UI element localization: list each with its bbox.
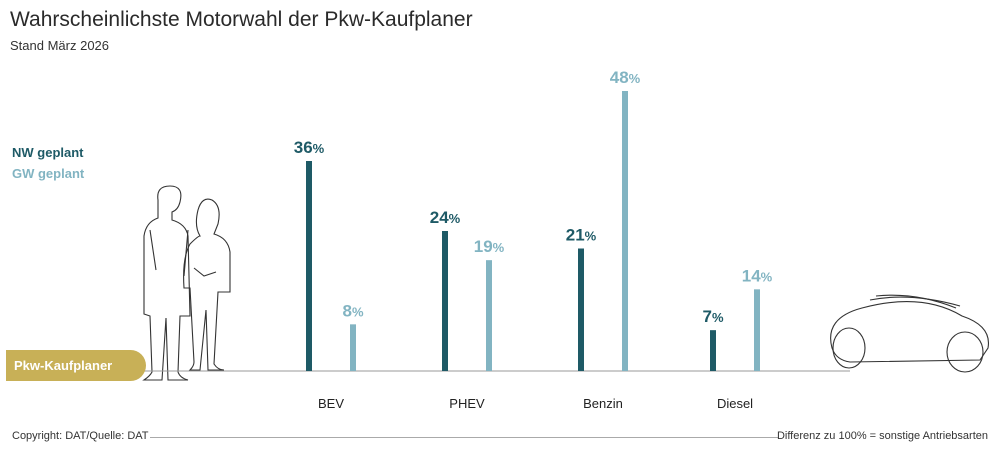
bar-benzin-gw [622, 91, 628, 371]
bar-diesel-nw [710, 330, 716, 371]
copyright-text: Copyright: DAT/Quelle: DAT [12, 430, 149, 442]
bar-bev-gw [350, 324, 356, 371]
data-label-bev-gw: 8% [342, 301, 363, 320]
bar-bev-nw [306, 161, 312, 371]
data-label-diesel-nw: 7% [702, 307, 723, 326]
car-outline-icon [830, 294, 990, 373]
footnote-text: Differenz zu 100% = sonstige Antriebsart… [776, 430, 988, 442]
legend-item-gw: GW geplant [12, 166, 85, 181]
data-label-diesel-gw: 14% [742, 266, 773, 285]
legend-item-nw: NW geplant [12, 145, 84, 160]
category-label-diesel: Diesel [717, 396, 753, 411]
data-label-phev-gw: 19% [474, 237, 505, 256]
category-label-benzin: Benzin [583, 396, 623, 411]
data-label-phev-nw: 24% [430, 208, 461, 227]
bar-phev-nw [442, 231, 448, 371]
category-label-bev: BEV [318, 396, 344, 411]
bar-phev-gw [486, 260, 492, 371]
chart-subtitle: Stand März 2026 [10, 38, 110, 53]
data-label-benzin-gw: 48% [610, 68, 641, 87]
pkw-kaufplaner-badge: Pkw-Kaufplaner [6, 350, 146, 381]
legend: NW geplant GW geplant [12, 142, 84, 184]
data-label-bev-nw: 36% [294, 138, 325, 157]
category-label-phev: PHEV [449, 396, 485, 411]
chart-title: Wahrscheinlichste Motorwahl der Pkw-Kauf… [10, 8, 473, 31]
data-label-benzin-nw: 21% [566, 226, 597, 245]
footer-divider [150, 437, 778, 438]
bar-diesel-gw [754, 289, 760, 371]
people-illustration-icon [142, 185, 231, 381]
bar-benzin-nw [578, 248, 584, 371]
